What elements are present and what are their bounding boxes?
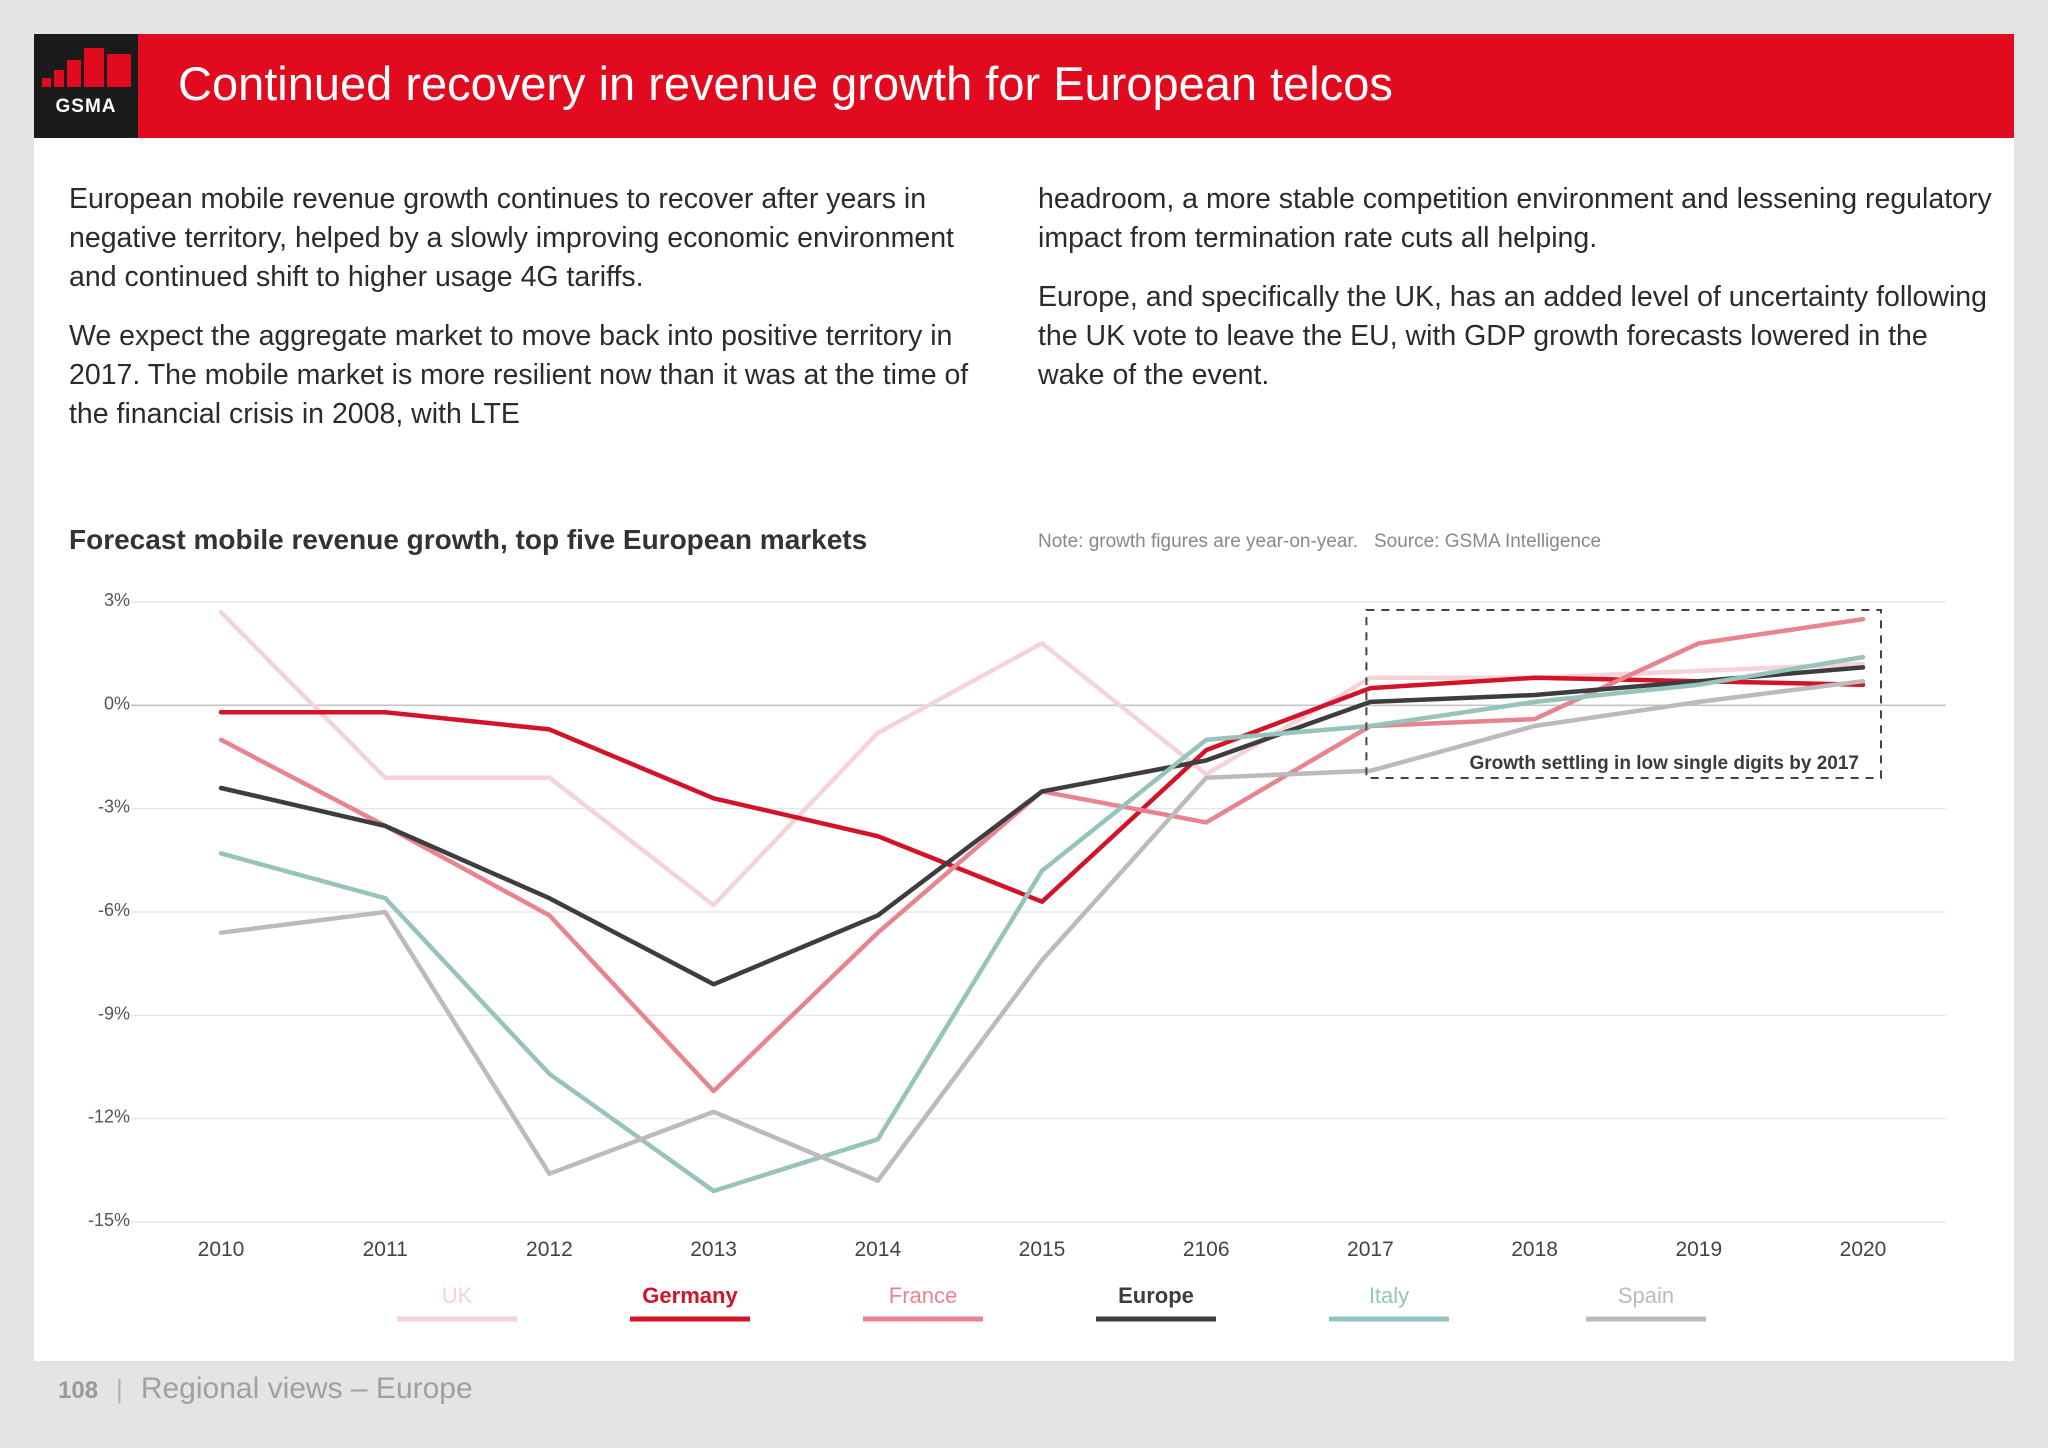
footer: 108 | Regional views – Europe: [58, 1372, 473, 1406]
legend-label-italy: Italy: [1369, 1283, 1409, 1308]
legend-label-europe: Europe: [1118, 1283, 1194, 1308]
x-tick-label: 2106: [1183, 1238, 1230, 1261]
y-tick-label: -12%: [88, 1107, 130, 1127]
x-tick-label: 2015: [1019, 1238, 1066, 1261]
chart-note: Note: growth figures are year-on-year. So…: [1038, 531, 1617, 553]
gsma-logo: GSMA: [34, 34, 138, 138]
x-tick-label: 2011: [363, 1238, 408, 1261]
x-tick-label: 2012: [526, 1238, 573, 1261]
paragraph: We expect the aggregate market to move b…: [69, 320, 969, 430]
y-tick-label: 3%: [104, 590, 130, 610]
page-number: 108: [58, 1377, 99, 1404]
annotation-label: Growth settling in low single digits by …: [1469, 753, 1859, 774]
footer-separator: |: [116, 1374, 123, 1404]
page-title: Continued recovery in revenue growth for…: [178, 57, 1393, 110]
paragraph: Europe, and specifically the UK, has an …: [1038, 281, 1987, 391]
x-tick-label: 2020: [1840, 1238, 1887, 1261]
logo-text: GSMA: [55, 96, 117, 117]
chart-source: Source: GSMA Intelligence: [1374, 531, 1602, 552]
series-line-italy: [218, 654, 1866, 1194]
chart-title: Forecast mobile revenue growth, top five…: [69, 524, 868, 555]
legend-label-uk: UK: [442, 1283, 473, 1308]
x-tick-label: 2014: [854, 1238, 901, 1261]
x-tick-label: 2017: [1347, 1238, 1394, 1261]
header-banner: GSMA Continued recovery in revenue growt…: [34, 34, 2014, 138]
line-chart: 3% 0% -3% -6% -9% -12% -15% 2010 2011 2012 2013 201…: [88, 590, 1946, 1322]
y-tick-label: -3%: [98, 797, 130, 817]
series-line-europe: [218, 665, 1866, 987]
chart-note-text: Note: growth figures are year-on-year.: [1038, 531, 1358, 552]
paragraph: European mobile revenue growth continues…: [69, 183, 954, 293]
series-line-spain: [218, 678, 1866, 1183]
y-tick-label: -15%: [88, 1210, 130, 1230]
body-text-left: European mobile revenue growth continues…: [69, 180, 1009, 454]
x-tick-label: 2010: [198, 1238, 245, 1261]
x-tick-label: 2018: [1511, 1238, 1558, 1261]
y-tick-label: 0%: [104, 693, 130, 713]
legend-label-france: France: [889, 1283, 957, 1308]
legend-label-spain: Spain: [1618, 1283, 1674, 1308]
body-text-right: headroom, a more stable competition envi…: [1038, 180, 1998, 415]
y-tick-label: -9%: [98, 1003, 130, 1023]
y-tick-label: -6%: [98, 900, 130, 920]
paragraph: headroom, a more stable competition envi…: [1038, 183, 1992, 254]
section-name: Regional views – Europe: [140, 1372, 473, 1405]
series-line-germany: [218, 675, 1866, 904]
x-tick-label: 2019: [1675, 1238, 1722, 1261]
x-tick-label: 2013: [690, 1238, 737, 1261]
series-line-uk: [218, 610, 1866, 908]
report-page: GSMA Continued recovery in revenue growt…: [34, 34, 2014, 1361]
legend-label-germany: Germany: [642, 1283, 738, 1308]
annotation-box: [1365, 609, 1882, 779]
